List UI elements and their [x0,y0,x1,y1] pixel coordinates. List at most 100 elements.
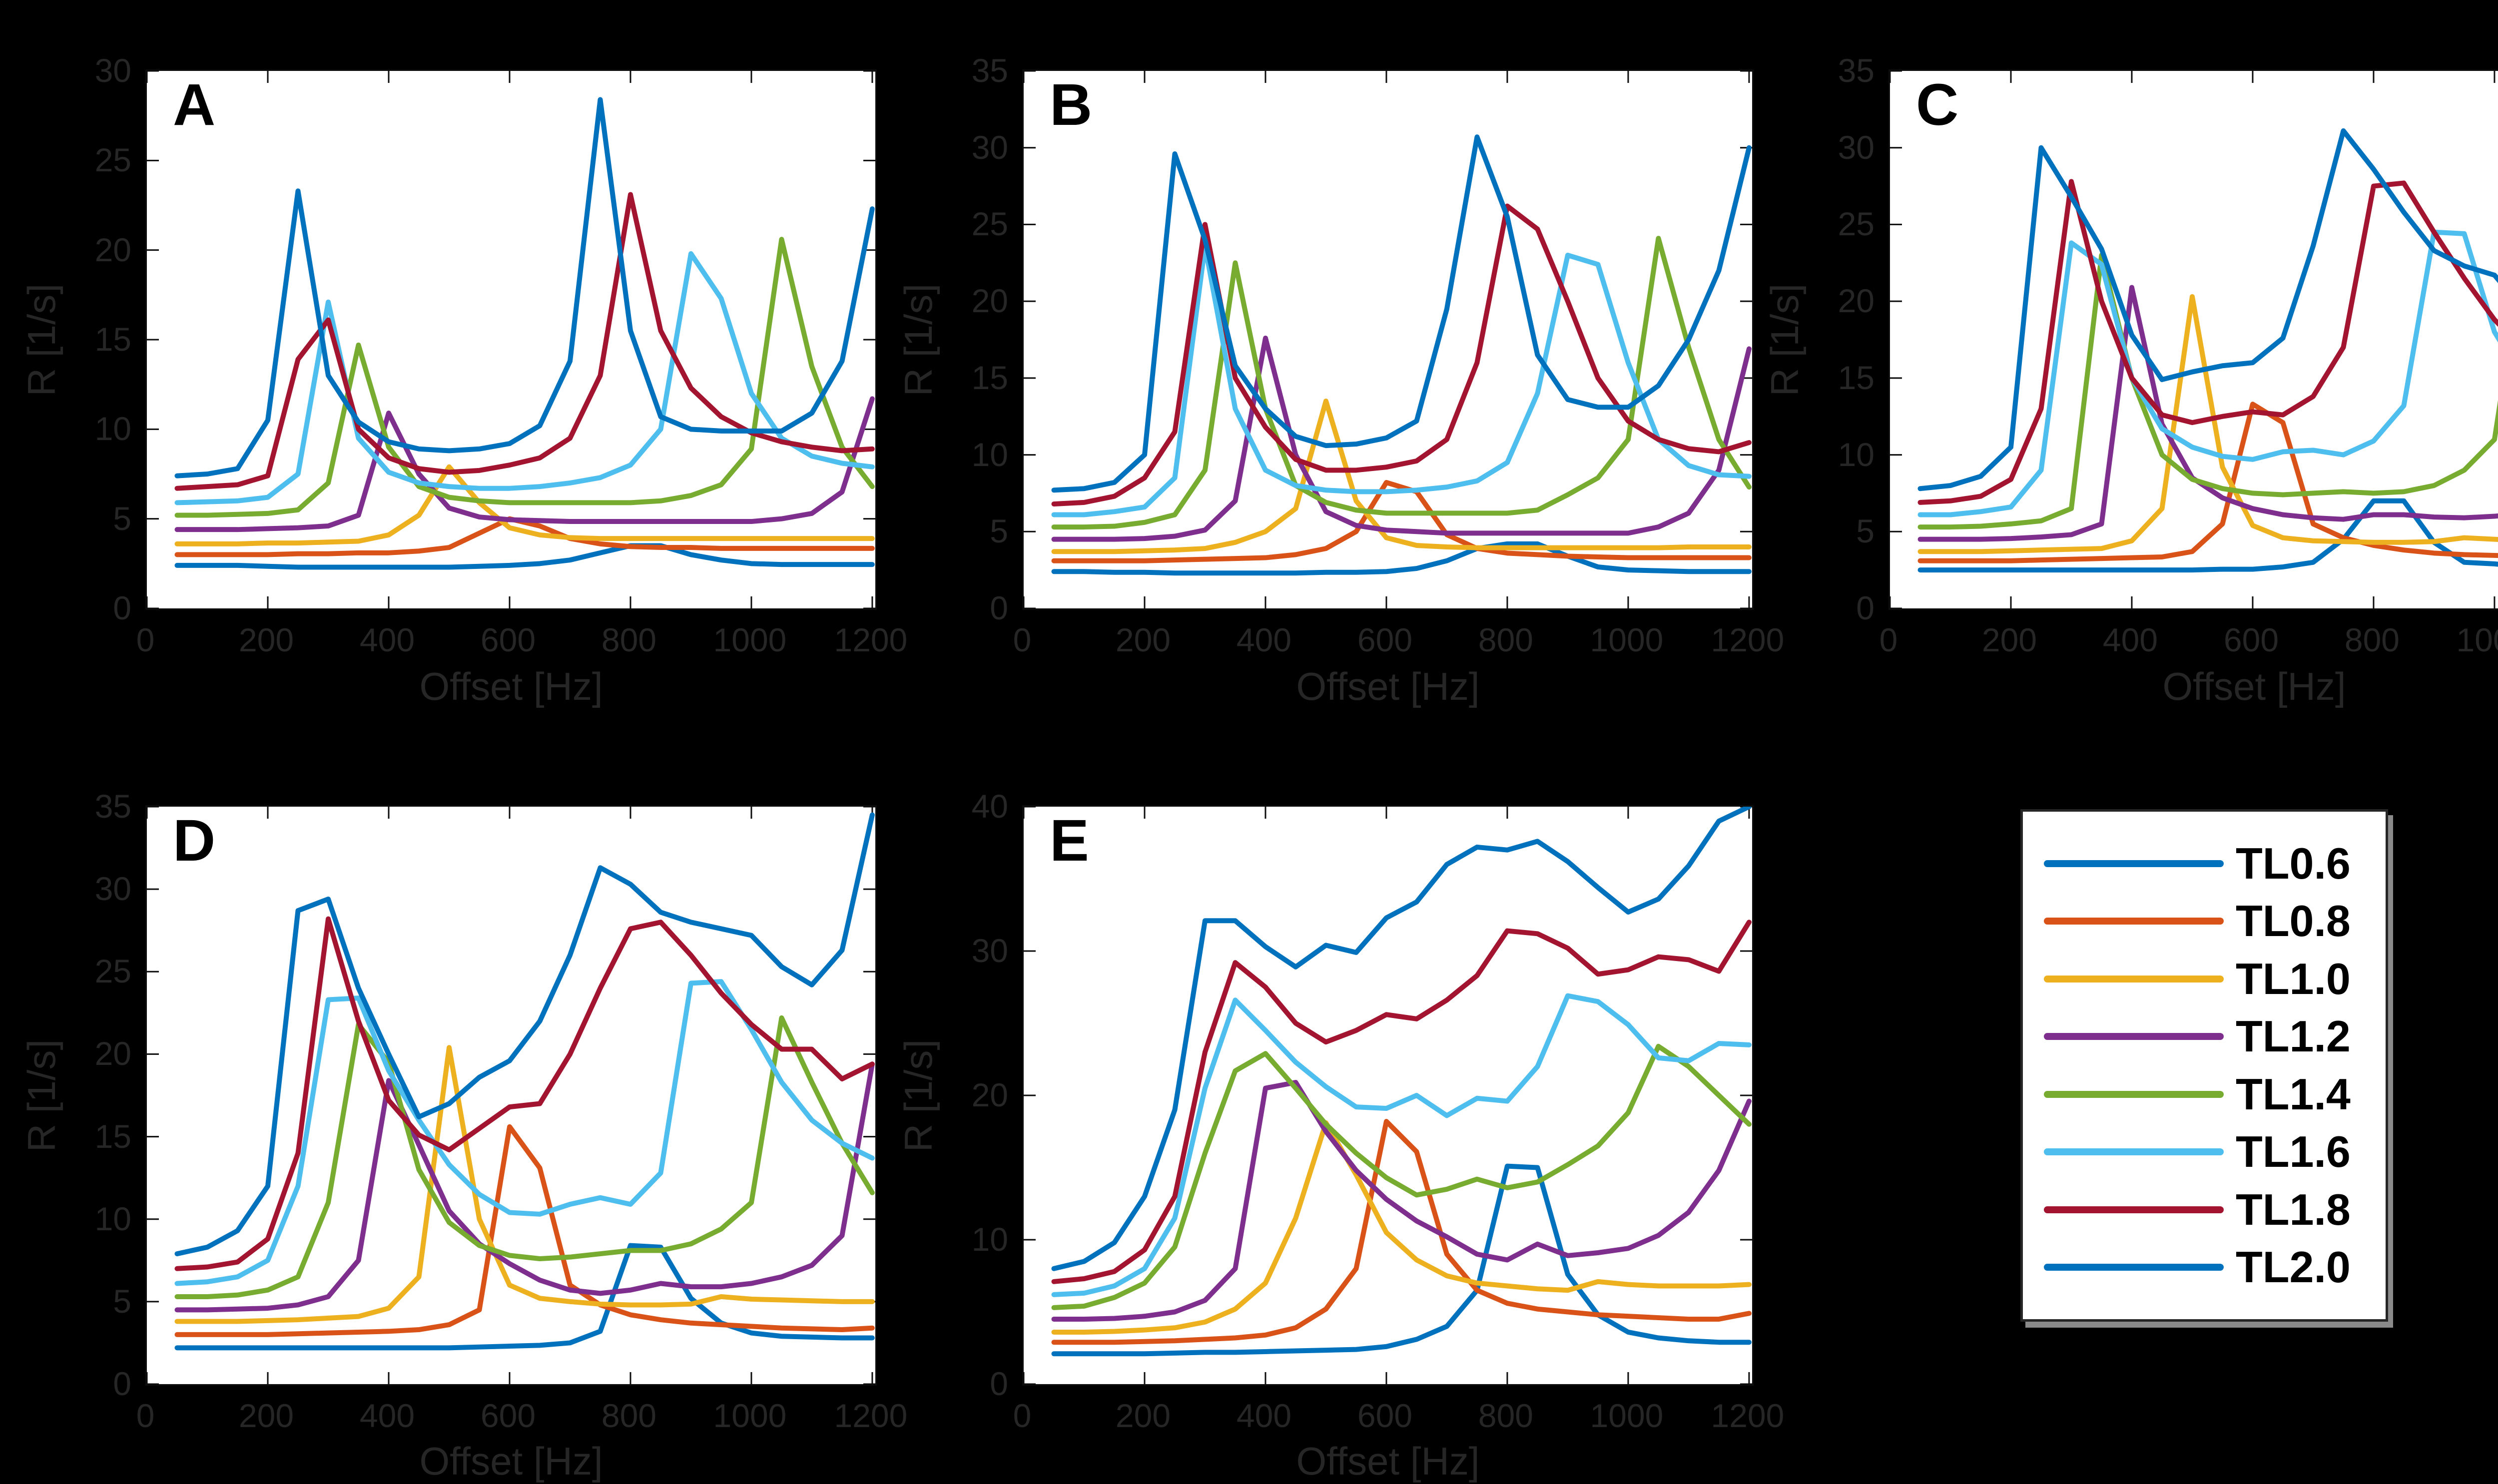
x-tick-label: 400 [2102,621,2158,658]
series-line-TL1.4 [1917,252,2498,530]
panel-B: B R [1/s] Offset [Hz] 0 200 400 600 800 1000 1… [897,52,1785,708]
y-tick-label: 20 [94,231,131,268]
plot-area-B: B [1022,69,1754,610]
legend-item-TL2.0: TL2.0 [2023,1245,2386,1289]
x-tick-label: 200 [238,1397,294,1434]
y-tick-label: 20 [94,1035,131,1072]
x-tick-label: 800 [1478,621,1534,658]
x-tick-label: 1000 [1590,1397,1664,1434]
panel-D: D R [1/s] Offset [Hz] 0 200 400 600 800 1000 1… [20,788,908,1483]
y-tick-label: 25 [1838,205,1874,243]
y-tick-label: 10 [94,1200,131,1237]
chart-B [1024,71,1752,608]
legend-line-swatch [2044,918,2224,925]
x-tick-label: 600 [2223,621,2279,658]
series-line-TL1.8 [174,916,875,1271]
legend-label: TL1.4 [2236,1069,2351,1119]
plot-area-E: E [1022,805,1754,1386]
y-tick-label: 30 [94,52,131,89]
y-tick-label: 5 [1856,512,1874,550]
y-tick-label: 20 [971,1076,1008,1113]
x-axis-label-B: Offset [Hz] [1296,664,1480,708]
y-tick-label: 35 [971,52,1008,89]
y-tick-label: 0 [1856,589,1874,626]
legend-label: TL1.2 [2236,1011,2351,1061]
x-tick-label: 400 [1236,1397,1292,1434]
x-axis-label-A: Offset [Hz] [419,664,603,708]
y-tick-label: 0 [113,589,131,626]
x-tick-label: 800 [2344,621,2400,658]
panel-title-C: C [1916,72,1959,138]
chart-E [1024,807,1752,1384]
series-line-TL1.2 [1051,1079,1752,1322]
y-tick-label: 15 [94,321,131,358]
y-tick-label: 30 [971,932,1008,969]
series-line-TL1.2 [1051,335,1752,542]
y-tick-label: 15 [1838,359,1874,396]
legend-label: TL0.6 [2236,838,2351,888]
x-axis-label-D: Offset [Hz] [419,1439,603,1483]
legend-line-swatch [2044,860,2224,867]
x-tick-label: 0 [136,1397,155,1434]
panel-title-B: B [1050,72,1093,138]
series-line-TL1.4 [174,1015,875,1299]
y-tick-label: 10 [971,436,1008,473]
y-tick-label: 0 [990,1365,1008,1402]
chart-A [147,71,875,608]
legend-line-swatch [2044,975,2224,983]
panel-E: E R [1/s] Offset [Hz] 0 200 400 600 800 1000 1… [897,788,1785,1483]
x-tick-label: 1000 [713,1397,787,1434]
x-tick-label: 600 [480,621,536,658]
series-line-TL1.8 [1051,920,1752,1284]
chart-D [147,807,875,1384]
x-tick-label: 1200 [834,1397,908,1434]
y-tick-label: 10 [1838,436,1874,473]
x-tick-label: 1200 [1711,621,1785,658]
legend-box: TL0.6 TL0.8 TL1.0 TL1.2 TL1.4 TL1.6 TL1.… [2020,809,2388,1322]
legend-item-TL0.6: TL0.6 [2023,838,2386,888]
legend-label: TL1.6 [2236,1127,2351,1177]
series-line-TL2.0 [1051,807,1752,1271]
series-line-TL0.6 [174,1243,875,1351]
y-tick-label: 10 [94,410,131,448]
series-line-TL1.6 [174,979,875,1286]
legend-item-TL1.0: TL1.0 [2023,957,2386,1001]
series-line-TL1.0 [1917,294,2498,554]
y-tick-label: 25 [94,141,131,179]
x-tick-label: 200 [1981,621,2037,658]
legend-item-TL1.8: TL1.8 [2023,1187,2386,1232]
series-line-TL0.6 [174,543,875,570]
x-tick-label: 600 [1357,621,1413,658]
x-axis-label-E: Offset [Hz] [1296,1439,1480,1483]
x-tick-label: 200 [1115,1397,1171,1434]
series-line-TL1.0 [1051,1120,1752,1335]
x-tick-label: 800 [601,1397,657,1434]
series-line-TL1.6 [1051,993,1752,1297]
y-tick-label: 0 [113,1365,131,1402]
panel-C: C R [1/s] Offset [Hz] 020040060080010001… [1763,52,2498,708]
y-tick-label: 20 [1838,282,1874,320]
legend-item-TL1.4: TL1.4 [2023,1072,2386,1116]
series-line-TL1.6 [1917,229,2498,517]
series-line-TL1.8 [174,192,875,491]
y-tick-label: 35 [94,788,131,825]
y-tick-label: 20 [971,282,1008,320]
series-line-TL0.6 [1051,541,1752,576]
series-line-TL0.6 [1917,498,2498,573]
series-line-TL1.0 [1051,398,1752,554]
x-tick-label: 1000 [1590,621,1664,658]
series-line-TL0.8 [1051,480,1752,563]
chart-C [1890,71,2498,608]
x-tick-label: 1200 [834,621,908,658]
x-tick-label: 1000 [2456,621,2498,658]
legend-label: TL0.8 [2236,896,2351,946]
x-tick-label: 1000 [713,621,787,658]
panel-title-A: A [173,72,216,138]
legend-line-swatch [2044,1264,2224,1271]
series-line-TL0.6 [1051,1163,1752,1357]
series-line-TL0.8 [174,1124,875,1337]
series-line-TL1.4 [174,237,875,518]
series-line-TL1.8 [1051,203,1752,506]
x-tick-label: 0 [136,621,155,658]
